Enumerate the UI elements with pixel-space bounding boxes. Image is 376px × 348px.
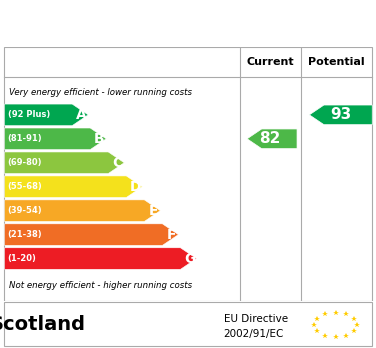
- Text: Potential: Potential: [308, 57, 365, 67]
- Polygon shape: [5, 200, 160, 221]
- Text: Not energy efficient - higher running costs: Not energy efficient - higher running co…: [9, 281, 193, 290]
- Text: (81-91): (81-91): [8, 134, 42, 143]
- Text: C: C: [112, 156, 123, 170]
- Polygon shape: [5, 248, 196, 269]
- Text: (69-80): (69-80): [8, 158, 42, 167]
- Text: (21-38): (21-38): [8, 230, 42, 239]
- Text: Very energy efficient - lower running costs: Very energy efficient - lower running co…: [9, 88, 193, 97]
- Text: G: G: [184, 252, 196, 266]
- Polygon shape: [5, 104, 88, 126]
- Text: (1-20): (1-20): [8, 254, 36, 263]
- Text: (39-54): (39-54): [8, 206, 42, 215]
- Text: F: F: [167, 228, 176, 242]
- Text: Current: Current: [247, 57, 294, 67]
- Text: Energy Efficiency Rating: Energy Efficiency Rating: [53, 14, 323, 33]
- Polygon shape: [5, 128, 106, 150]
- Polygon shape: [309, 105, 372, 125]
- Text: D: D: [130, 180, 141, 194]
- Text: (92 Plus): (92 Plus): [8, 110, 50, 119]
- Text: 93: 93: [330, 107, 352, 122]
- Text: 82: 82: [259, 131, 281, 146]
- Text: EU Directive: EU Directive: [224, 314, 288, 324]
- Text: B: B: [94, 132, 105, 146]
- Text: 2002/91/EC: 2002/91/EC: [224, 329, 284, 339]
- Polygon shape: [247, 129, 297, 149]
- Text: E: E: [149, 204, 158, 218]
- Polygon shape: [5, 224, 178, 245]
- Polygon shape: [5, 152, 124, 174]
- Polygon shape: [5, 176, 142, 197]
- Text: Scotland: Scotland: [0, 315, 86, 334]
- Text: A: A: [76, 108, 87, 122]
- Text: (55-68): (55-68): [8, 182, 42, 191]
